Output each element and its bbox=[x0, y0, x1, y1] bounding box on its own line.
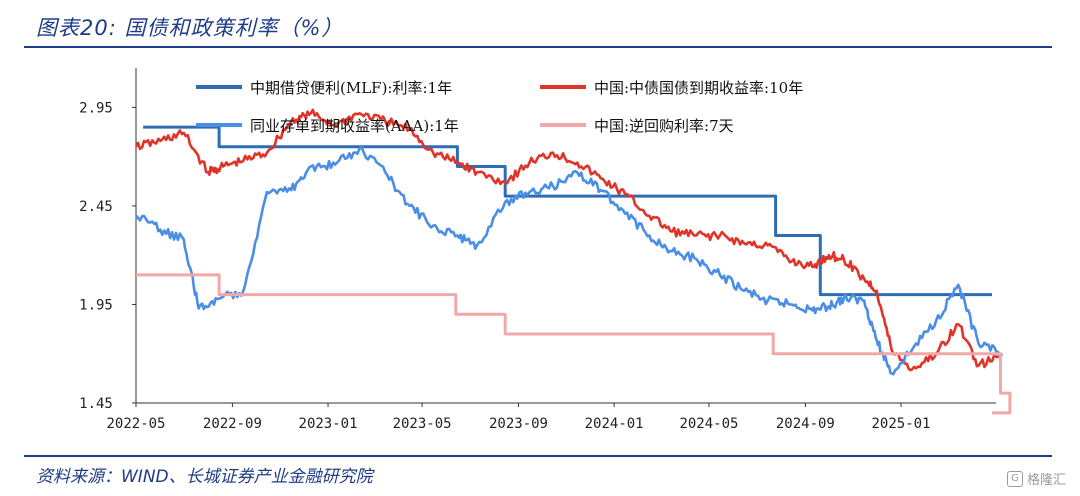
series-line-0 bbox=[143, 125, 992, 297]
x-tick-label: 2024-05 bbox=[679, 416, 738, 432]
chart-legend: 中期借贷便利(MLF):利率:1年 中国:中债国债到期收益率:10年同业存单到期收… bbox=[196, 79, 803, 135]
y-tick-label: 2.95 bbox=[79, 100, 113, 116]
x-tick-label: 2023-01 bbox=[299, 416, 358, 432]
footer-divider bbox=[24, 455, 1052, 457]
y-tick-label: 1.95 bbox=[79, 297, 113, 313]
x-tick-label: 2024-09 bbox=[776, 416, 835, 432]
chart-axes bbox=[135, 68, 996, 404]
x-tick-label: 2024-01 bbox=[585, 416, 644, 432]
watermark-text: 格隆汇 bbox=[1026, 473, 1066, 488]
watermark-logo-icon: G bbox=[1006, 470, 1023, 487]
x-tick-label: 2023-05 bbox=[393, 416, 452, 432]
x-tick-label: 2022-09 bbox=[203, 416, 262, 432]
x-tick-label: 2025-01 bbox=[871, 416, 930, 432]
series-line-2 bbox=[135, 146, 1004, 376]
chart-title: 图表20: 国债和政策利率（%） bbox=[36, 16, 344, 40]
y-tick-label: 1.45 bbox=[79, 396, 113, 412]
legend-label: 中国:逆回购利率:7天 bbox=[594, 117, 734, 135]
chart-ticks: 2.95 2.45 1.95 1.45 2022-05 2022-09 2023-01 202… bbox=[79, 100, 930, 432]
y-tick-label: 2.45 bbox=[79, 199, 113, 215]
title-divider bbox=[24, 46, 1052, 48]
legend-label: 中期借贷便利(MLF):利率:1年 bbox=[250, 79, 452, 97]
legend-label: 同业存单到期收益率(AAA):1年 bbox=[250, 117, 459, 135]
series-line-1 bbox=[134, 108, 1003, 372]
legend-label: 中国:中债国债到期收益率:10年 bbox=[594, 79, 803, 97]
chart-lines bbox=[134, 108, 1012, 415]
x-tick-label: 2022-05 bbox=[106, 416, 165, 432]
source-note: 资料来源：WIND、长城证券产业金融研究院 bbox=[36, 467, 373, 487]
series-line-3 bbox=[136, 273, 1012, 415]
x-tick-label: 2023-09 bbox=[489, 416, 548, 432]
watermark: G 格隆汇 bbox=[1006, 469, 1066, 488]
